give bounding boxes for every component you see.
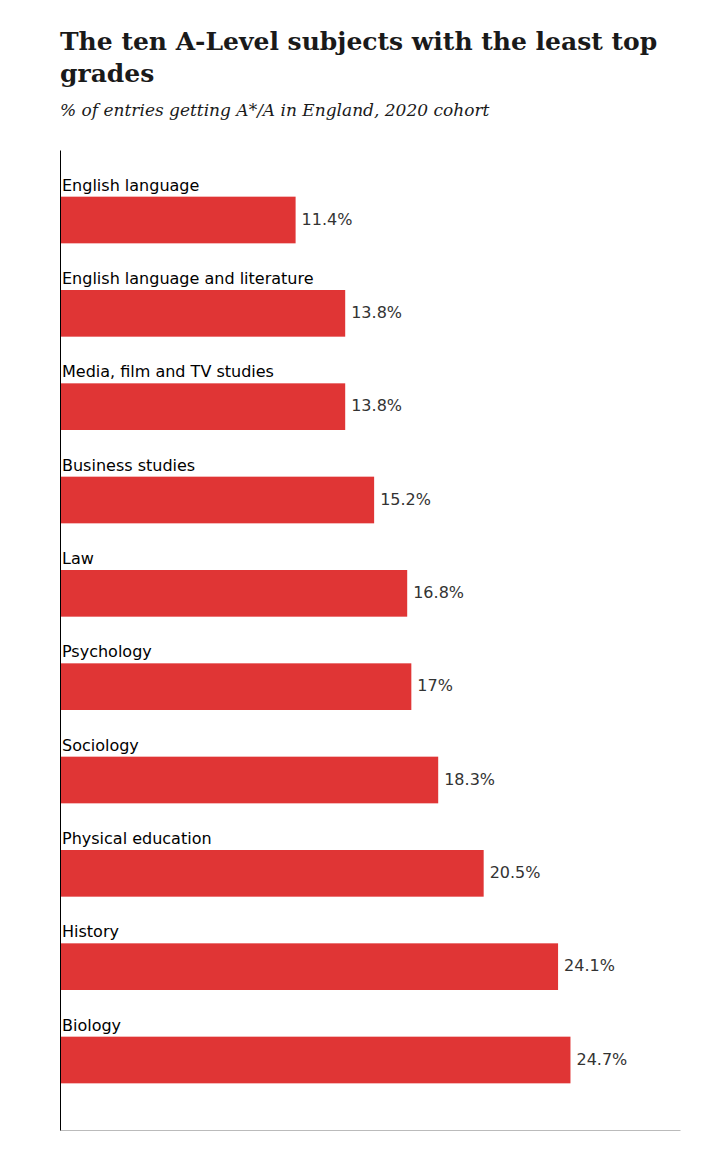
category-label: Biology [62, 1016, 121, 1035]
category-label: Media, film and TV studies [62, 362, 274, 381]
y-tick: Sociology [62, 736, 139, 755]
title: The ten A-Level subjects with the least … [60, 27, 657, 88]
bar [60, 663, 411, 710]
y-tick: History [62, 922, 119, 941]
category-label: Physical education [62, 829, 212, 848]
data-label: 16.8% [413, 583, 464, 602]
bar [60, 943, 558, 990]
category-label: English language [62, 176, 199, 195]
data-label: 17% [417, 676, 453, 695]
y-tick: Business studies [62, 456, 195, 475]
subtitle-line: % of entries getting A*/A in England, 20… [60, 100, 490, 120]
bar [60, 290, 345, 337]
y-axis: English language English language and lit… [61, 151, 314, 1131]
bar [60, 570, 407, 617]
y-tick: Media, film and TV studies [62, 362, 274, 381]
y-tick: English language and literature [62, 269, 314, 288]
data-label: 15.2% [380, 490, 431, 509]
subtitle: % of entries getting A*/A in England, 20… [60, 100, 490, 120]
bar [60, 383, 345, 430]
data-label: 24.1% [564, 956, 615, 975]
data-labels: 11.4% 13.8% 13.8% 15.2% 16.8% 17% 18.3% 20.5% 24… [302, 210, 628, 1069]
chart: The ten A-Level subjects with the least … [0, 0, 720, 1160]
y-tick: English language [62, 176, 199, 195]
category-label: Psychology [62, 642, 152, 661]
data-label: 13.8% [351, 303, 402, 322]
x-axis-line [61, 1130, 681, 1131]
data-label: 13.8% [351, 396, 402, 415]
category-label: Business studies [62, 456, 195, 475]
y-tick: Psychology [62, 642, 152, 661]
category-label: History [62, 922, 119, 941]
category-label: Sociology [62, 736, 139, 755]
y-tick: Law [62, 549, 94, 568]
y-tick: Biology [62, 1016, 121, 1035]
bars [60, 197, 570, 1084]
title-line: The ten A-Level subjects with the least … [60, 27, 657, 56]
x-axis [61, 1130, 681, 1131]
data-label: 20.5% [490, 863, 541, 882]
category-label: Law [62, 549, 94, 568]
bar [60, 850, 484, 897]
y-tick: Physical education [62, 829, 212, 848]
title-line: grades [60, 59, 154, 88]
data-label: 11.4% [302, 210, 353, 229]
category-label: English language and literature [62, 269, 314, 288]
bar [60, 197, 296, 244]
bar [60, 757, 438, 804]
bar [60, 477, 374, 524]
y-axis-line [60, 151, 61, 1131]
data-label: 24.7% [576, 1050, 627, 1069]
bar [60, 1037, 570, 1084]
data-label: 18.3% [444, 770, 495, 789]
